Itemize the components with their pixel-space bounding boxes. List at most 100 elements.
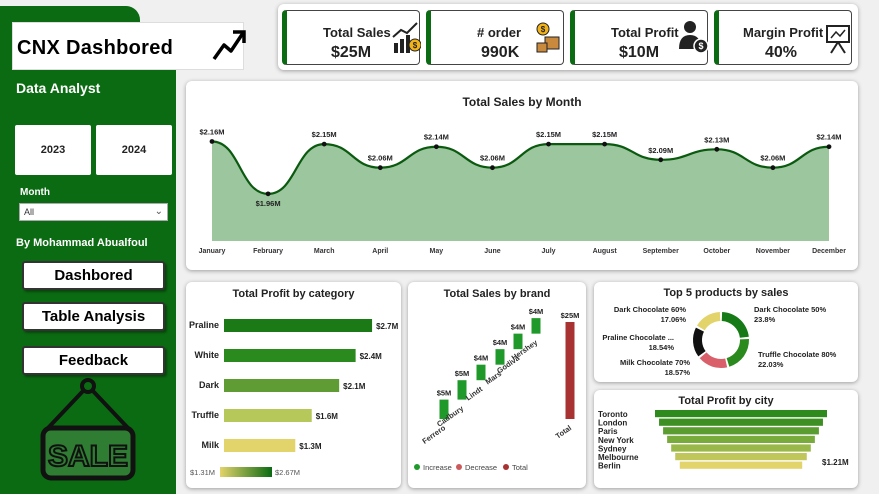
slice-label: Truffle Chocolate 80% — [758, 350, 837, 359]
slice-value-label: 18.57% — [665, 368, 691, 377]
x-tick-label: September — [643, 248, 679, 255]
sidebar — [0, 22, 176, 494]
nav-feedback-button[interactable]: Feedback — [22, 346, 165, 375]
y-tick-label: White — [195, 350, 220, 360]
y-tick-label: Dark — [199, 380, 220, 390]
nav-table-analysis-button[interactable]: Table Analysis — [22, 302, 165, 331]
area-fill — [212, 141, 829, 241]
x-tick-label: November — [756, 248, 791, 255]
legend-label: Increase — [423, 463, 452, 472]
kpi-label: Total Sales — [323, 25, 391, 40]
x-tick-label: January — [199, 248, 226, 255]
y-tick-label: Milk — [201, 440, 219, 450]
chart-title: Top 5 products by sales — [663, 287, 789, 299]
data-point — [265, 191, 271, 197]
logo-box: CNX Dashbored — [12, 22, 246, 70]
data-point — [658, 157, 664, 163]
sales-by-month-card: Total Sales by Month $2.16M January $1.96M… — [186, 81, 858, 270]
data-point — [546, 141, 551, 147]
slice-label: Milk Chocolate 70% — [620, 358, 690, 367]
chart-title: Total Profit by category — [232, 288, 355, 300]
svg-text:$: $ — [698, 41, 703, 51]
x-tick-label: October — [703, 248, 730, 255]
data-point — [770, 165, 776, 171]
x-tick-label: June — [484, 248, 500, 255]
data-point — [602, 141, 608, 147]
nav-dashboard-button[interactable]: Dashbored — [22, 261, 165, 290]
data-point — [490, 165, 495, 171]
data-label: $2.16M — [199, 127, 224, 136]
slice-value-label: 22.03% — [758, 360, 784, 369]
month-label: Month — [20, 187, 50, 198]
chart-title: Total Sales by Month — [462, 95, 582, 109]
data-label: $2.15M — [536, 130, 561, 139]
kpi-value: $10M — [619, 44, 660, 61]
sales-by-brand-card: Total Sales by brand $5M Ferrero $5M Cadbur… — [408, 282, 586, 488]
bar — [667, 435, 815, 443]
y-tick-label: Paris — [598, 427, 618, 436]
year-2024-button[interactable]: 2024 — [96, 125, 172, 175]
svg-text:$: $ — [413, 41, 418, 50]
kpi-value: $25M — [331, 44, 372, 61]
pie-slice — [721, 312, 749, 338]
slice-label: Dark Chocolate 60% — [614, 305, 686, 314]
pie-slice — [699, 352, 728, 368]
sales-by-brand-chart: $5MFerrero$5MCadbury$4MLindt$4MMars$4MGo… — [414, 307, 579, 472]
x-tick-label: Lindt — [464, 384, 485, 402]
bar — [659, 418, 823, 426]
x-tick-label: February — [253, 248, 283, 255]
bar — [531, 318, 541, 334]
legend-min-label: $1.31M — [190, 468, 215, 477]
x-tick-label: August — [593, 248, 618, 255]
bar — [663, 427, 819, 435]
month-dropdown[interactable]: All ⌄ — [19, 203, 168, 221]
legend-label: Decrease — [465, 463, 497, 472]
data-label: $2.1M — [343, 382, 366, 391]
boxes-coin-icon: $ — [536, 22, 560, 53]
data-label: $2.4M — [360, 352, 383, 361]
kpi-value: 990K — [481, 44, 520, 61]
bar — [224, 379, 340, 392]
slice-value-label: 17.06% — [661, 315, 687, 324]
bar — [224, 319, 373, 332]
year-2023-button[interactable]: 2023 — [15, 125, 91, 175]
y-tick-label: London — [598, 419, 627, 428]
kpi-margin-profit: Margin Profit 40% — [714, 10, 852, 65]
slice-value-label: 18.54% — [649, 343, 675, 352]
trend-up-arrow-icon — [212, 30, 246, 61]
bar — [679, 461, 803, 469]
bar — [439, 399, 449, 419]
data-label: $2.06M — [760, 154, 785, 163]
data-label: $2.15M — [312, 130, 337, 139]
data-label: $1.3M — [299, 442, 322, 451]
data-label: $2.09M — [648, 146, 673, 155]
pie-slice — [726, 339, 749, 367]
data-label: $2.14M — [816, 133, 841, 142]
bar — [224, 349, 356, 362]
app-title: CNX Dashbored — [17, 37, 174, 59]
kpi-total-sales: Total Sales $25M $ — [282, 10, 421, 65]
legend-marker — [503, 464, 509, 470]
x-tick-label: May — [430, 248, 444, 255]
x-tick-label: Total — [554, 423, 573, 440]
legend-marker — [414, 464, 420, 470]
kpi-label: Margin Profit — [743, 25, 824, 40]
kpi-orders: # order 990K $ — [426, 10, 564, 65]
kpi-value: 40% — [765, 44, 798, 61]
kpi-label: # order — [477, 25, 522, 40]
data-point — [209, 139, 215, 144]
y-tick-label: New York — [598, 436, 634, 445]
sale-sign-text: SALE — [48, 440, 128, 473]
y-tick-label: Berlin — [598, 462, 621, 471]
data-label: $5M — [455, 369, 470, 378]
data-label: $4M — [474, 354, 489, 363]
bar — [675, 453, 807, 461]
slice-label: Dark Chocolate 50% — [754, 305, 826, 314]
svg-text:$: $ — [541, 25, 546, 34]
data-label: $2.06M — [368, 154, 393, 163]
profit-by-city-card: Total Profit by city Toronto London Paris N… — [594, 390, 858, 488]
month-dropdown-value: All — [24, 207, 35, 217]
chart-money-icon: $ — [392, 22, 421, 53]
sidebar-subtitle: Data Analyst — [16, 80, 101, 96]
